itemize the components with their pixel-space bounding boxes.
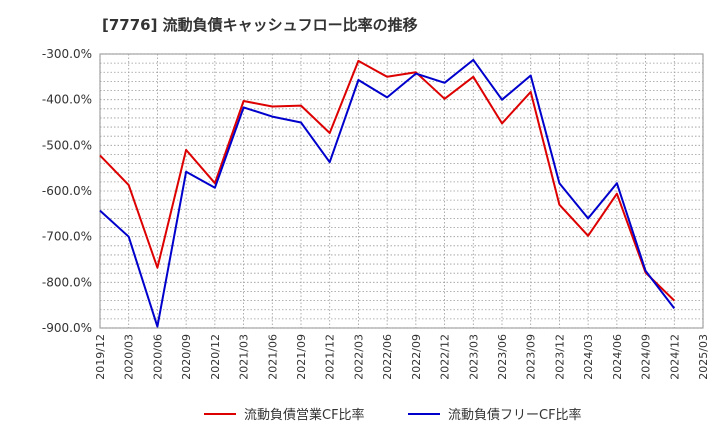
x-tick-label: 2020/09 <box>180 334 193 380</box>
y-tick-label: -400.0% <box>42 93 92 107</box>
x-tick-label: 2021/09 <box>295 334 308 380</box>
legend: 流動負債営業CF比率 流動負債フリーCF比率 <box>204 407 582 423</box>
x-tick-label: 2019/12 <box>94 334 107 380</box>
x-tick-label: 2024/03 <box>582 334 595 380</box>
y-tick-label: -600.0% <box>42 184 92 198</box>
x-tick-label: 2023/12 <box>553 334 566 380</box>
series-line-2 <box>99 58 676 328</box>
y-tick-label: -800.0% <box>42 275 92 289</box>
series <box>99 58 676 328</box>
x-axis: 2019/12 2020/03 2020/06 2020/09 2020/12 2021/… <box>94 334 710 380</box>
x-tick-label: 2023/09 <box>525 334 538 380</box>
x-tick-label: 2021/03 <box>238 334 251 380</box>
legend-label-1: 流動負債営業CF比率 <box>244 407 365 423</box>
y-tick-label: -700.0% <box>42 230 92 244</box>
y-tick-label: -900.0% <box>42 321 92 335</box>
series-line-1 <box>99 59 675 302</box>
legend-label-2: 流動負債フリーCF比率 <box>448 407 582 423</box>
x-tick-label: 2022/06 <box>381 334 394 380</box>
x-tick-label: 2021/06 <box>266 334 279 380</box>
chart-title: [7776] 流動負債キャッシュフロー比率の推移 <box>102 16 418 34</box>
x-tick-label: 2020/06 <box>151 334 164 380</box>
y-tick-label: -500.0% <box>42 138 92 152</box>
x-tick-label: 2024/06 <box>611 334 624 380</box>
y-tick-label: -300.0% <box>42 47 92 61</box>
x-tick-label: 2024/09 <box>640 334 653 380</box>
x-tick-label: 2020/12 <box>209 334 222 380</box>
grid <box>99 53 704 329</box>
x-tick-label: 2021/12 <box>324 334 337 380</box>
x-tick-label: 2023/06 <box>496 334 509 380</box>
x-tick-label: 2023/03 <box>467 334 480 380</box>
x-tick-label: 2022/09 <box>410 334 423 380</box>
x-tick-label: 2024/12 <box>668 334 681 380</box>
x-tick-label: 2025/03 <box>697 334 710 380</box>
x-tick-label: 2022/03 <box>352 334 365 380</box>
x-tick-label: 2022/12 <box>439 334 452 380</box>
x-tick-label: 2020/03 <box>123 334 136 380</box>
y-axis: -300.0% -400.0% -500.0% -600.0% -700.0% -800.… <box>42 47 92 335</box>
